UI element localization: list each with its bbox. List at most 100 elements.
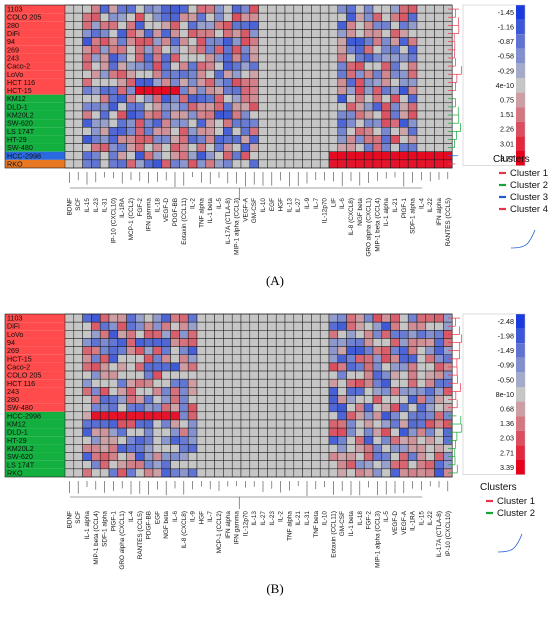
heatmap-cell bbox=[108, 468, 119, 478]
heatmap-cell bbox=[399, 370, 409, 380]
heatmap-cell bbox=[275, 127, 286, 136]
heatmap-cell bbox=[135, 354, 145, 364]
heatmap-cell bbox=[372, 419, 383, 429]
heatmap-cell bbox=[223, 378, 233, 388]
heatmap-cell bbox=[117, 69, 127, 79]
heatmap-cell bbox=[91, 387, 101, 396]
heatmap-cell bbox=[258, 94, 268, 104]
column-label: IL-22 bbox=[427, 511, 434, 526]
heatmap-cell bbox=[399, 313, 409, 323]
heatmap-cell bbox=[152, 444, 163, 453]
heatmap-cell bbox=[302, 395, 312, 404]
heatmap-cell bbox=[399, 427, 409, 437]
heatmap-cell bbox=[346, 436, 356, 445]
column-label: IP-10 (CXCL10) bbox=[110, 198, 117, 243]
heatmap-cell bbox=[161, 321, 171, 331]
column-label: IL-31 bbox=[304, 511, 311, 526]
heatmap-cell bbox=[135, 29, 145, 38]
heatmap-cell bbox=[64, 12, 75, 22]
heatmap-cell bbox=[196, 69, 207, 79]
row-label: 94 bbox=[7, 37, 15, 46]
heatmap-cell bbox=[311, 370, 321, 380]
row-label: LoVo bbox=[7, 70, 23, 79]
heatmap-cell bbox=[73, 135, 83, 144]
heatmap-cell bbox=[399, 159, 409, 169]
heatmap-cell bbox=[434, 395, 444, 404]
heatmap-cell bbox=[399, 102, 409, 112]
heatmap-cell bbox=[91, 338, 101, 347]
heatmap-cell bbox=[179, 444, 189, 453]
heatmap-cell bbox=[99, 403, 110, 413]
heatmap-cell bbox=[267, 395, 277, 404]
heatmap-cell bbox=[372, 118, 383, 128]
heatmap-cell bbox=[73, 78, 83, 87]
heatmap-cell bbox=[170, 53, 180, 63]
heatmap-cell bbox=[346, 313, 356, 323]
heatmap-cell bbox=[434, 143, 444, 152]
column-label: SCF bbox=[75, 198, 82, 211]
heatmap-cell bbox=[91, 460, 101, 470]
heatmap-cell bbox=[337, 411, 347, 421]
heatmap-cell bbox=[214, 69, 224, 79]
heatmap-cell bbox=[319, 427, 330, 437]
heatmap-cell bbox=[82, 338, 92, 347]
heatmap-cell bbox=[416, 94, 427, 104]
heatmap-cell bbox=[170, 460, 180, 470]
heatmap-cell bbox=[91, 61, 101, 71]
heatmap-cell bbox=[205, 110, 215, 120]
row-label: HCT 116 bbox=[7, 379, 35, 388]
heatmap-cell bbox=[231, 69, 242, 79]
heatmap-cell bbox=[275, 102, 286, 112]
heatmap-cell bbox=[407, 378, 418, 388]
heatmap-cell bbox=[223, 411, 233, 421]
heatmap-cell bbox=[99, 468, 110, 478]
heatmap-cell bbox=[363, 354, 374, 364]
heatmap-cell bbox=[399, 330, 409, 339]
heatmap-cell bbox=[311, 29, 321, 38]
heatmap-cell bbox=[249, 53, 259, 63]
heatmap-cell bbox=[152, 321, 163, 331]
heatmap-cell bbox=[284, 37, 295, 46]
heatmap-cell bbox=[319, 12, 330, 22]
heatmap-cell bbox=[108, 346, 119, 356]
heatmap-cell bbox=[126, 102, 136, 112]
heatmap-cell bbox=[355, 4, 365, 14]
histogram-icon bbox=[497, 533, 523, 553]
heatmap-cell bbox=[82, 346, 92, 356]
heatmap-cell bbox=[240, 436, 251, 445]
heatmap-cell bbox=[240, 419, 251, 429]
heatmap-cell bbox=[407, 4, 418, 14]
heatmap-cell bbox=[161, 346, 171, 356]
heatmap-cell bbox=[425, 411, 435, 421]
heatmap-cell bbox=[214, 338, 224, 347]
color-scale-tick: 4e-10 bbox=[496, 81, 514, 90]
heatmap-cell bbox=[196, 427, 207, 437]
heatmap-cell bbox=[363, 330, 374, 339]
heatmap-cell bbox=[381, 143, 391, 152]
heatmap-cell bbox=[117, 395, 127, 404]
heatmap-cell bbox=[170, 427, 180, 437]
heatmap-cell bbox=[231, 387, 242, 396]
heatmap-cell bbox=[73, 118, 83, 128]
heatmap-cell bbox=[416, 151, 427, 161]
heatmap-cell bbox=[267, 53, 277, 63]
heatmap-cell bbox=[223, 118, 233, 128]
heatmap-cell bbox=[425, 403, 435, 413]
heatmap-cell bbox=[293, 468, 303, 478]
heatmap-cell bbox=[240, 78, 251, 87]
heatmap-cell bbox=[196, 37, 207, 46]
heatmap-cell bbox=[434, 110, 444, 120]
heatmap-cell bbox=[363, 436, 374, 445]
heatmap-cell bbox=[372, 444, 383, 453]
heatmap-cell bbox=[407, 338, 418, 347]
heatmap-cell bbox=[170, 338, 180, 347]
color-scale-tick: 1.51 bbox=[500, 110, 514, 119]
heatmap-cell bbox=[196, 444, 207, 453]
column-label: IL-21 bbox=[392, 198, 399, 213]
heatmap-cell bbox=[117, 444, 127, 453]
heatmap-cell bbox=[214, 321, 224, 331]
heatmap-cell bbox=[302, 78, 312, 87]
heatmap-cell bbox=[416, 110, 427, 120]
column-label: MCP-1 (CCL2) bbox=[128, 198, 135, 240]
heatmap-cell bbox=[99, 78, 110, 87]
